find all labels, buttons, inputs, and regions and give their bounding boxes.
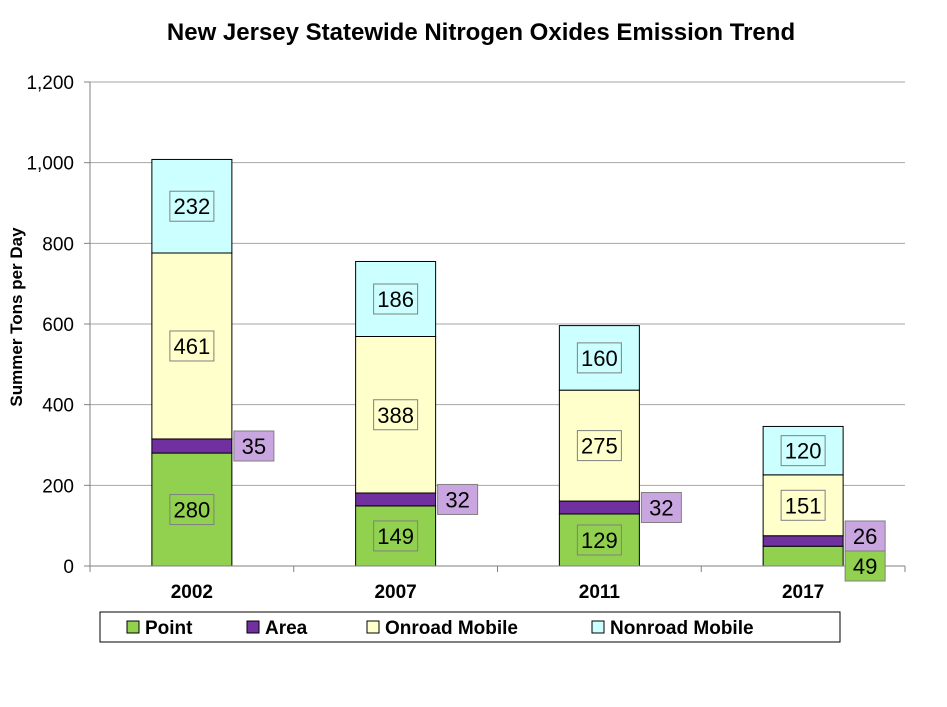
x-tick-label: 2002: [171, 582, 213, 603]
legend-entry: Nonroad Mobile: [610, 618, 754, 639]
data-label: 388: [377, 403, 414, 428]
data-label: 32: [445, 487, 469, 512]
y-tick-label: 200: [42, 476, 74, 497]
data-label-box: [437, 483, 479, 515]
x-tick-label: 2017: [782, 582, 824, 603]
legend-swatch: [591, 620, 605, 634]
y-tick-label: 1,200: [26, 73, 74, 94]
data-label-box: [780, 435, 826, 467]
y-tick-label: 800: [42, 234, 74, 255]
legend-entry: Point: [145, 618, 193, 639]
data-label: 275: [581, 434, 618, 459]
y-axis-label: Summer Tons per Day: [7, 227, 26, 407]
data-labels: 280 35 461 232 149 32 388 186 129 32 275 160 49 26 151…: [169, 190, 886, 582]
y-tick-label: 0: [63, 557, 74, 578]
data-label: 35: [242, 434, 266, 459]
axes: 0 200 400 600 800 1,000 1,200 2002 2007 2011 2017: [26, 73, 906, 603]
data-label-box: [844, 520, 886, 552]
data-label: 280: [174, 498, 211, 523]
data-label: 461: [174, 334, 211, 359]
data-label: 129: [581, 528, 618, 553]
data-label-box: [169, 494, 215, 526]
data-label-box: [169, 190, 215, 222]
y-tick-label: 1,000: [26, 154, 74, 175]
bar-point: [762, 545, 844, 567]
legend-swatch: [246, 620, 260, 634]
data-label: 151: [785, 493, 822, 518]
legend-box: [99, 611, 841, 643]
data-label-box: [373, 520, 419, 552]
data-label: 120: [785, 439, 822, 464]
data-label: 32: [649, 496, 673, 521]
data-label: 149: [377, 524, 414, 549]
data-label-box: [576, 524, 622, 556]
bar-area: [151, 438, 233, 454]
bars: [151, 158, 844, 567]
data-label-box: [576, 430, 622, 462]
legend-entry: Area: [265, 618, 308, 639]
y-tick-label: 600: [42, 315, 74, 336]
legend-entry: Onroad Mobile: [385, 618, 518, 639]
data-label: 26: [853, 524, 877, 549]
bar-area: [558, 500, 640, 515]
data-label-box: [169, 330, 215, 362]
data-label-box: [373, 283, 419, 315]
y-tick-label: 400: [42, 396, 74, 417]
data-label-box: [233, 430, 275, 462]
chart-title: New Jersey Statewide Nitrogen Oxides Emi…: [167, 19, 795, 46]
data-label: 49: [853, 554, 877, 579]
data-label-box: [373, 399, 419, 431]
data-label: 186: [377, 287, 414, 312]
data-label-box: [780, 489, 826, 521]
legend-swatch: [366, 620, 380, 634]
legend: Point Area Onroad Mobile Nonroad Mobile: [99, 611, 841, 643]
data-label: 232: [174, 194, 211, 219]
bar-area: [762, 535, 844, 547]
bar-area: [355, 492, 437, 507]
data-label-box: [640, 492, 682, 524]
legend-swatch: [126, 620, 140, 634]
x-tick-label: 2011: [579, 582, 621, 603]
data-label-box: [576, 342, 622, 374]
x-tick-label: 2007: [374, 582, 416, 603]
data-label: 160: [581, 346, 618, 371]
